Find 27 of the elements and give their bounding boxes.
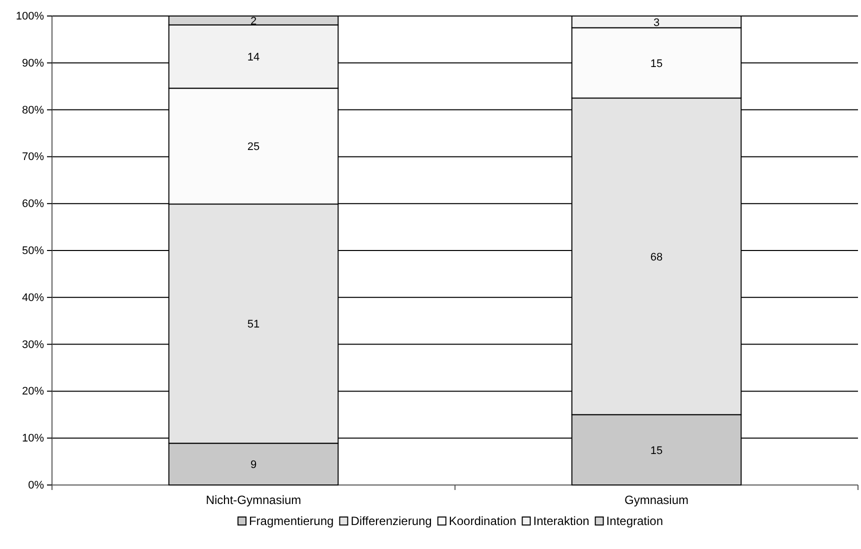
legend-label: Interaktion [533, 514, 590, 528]
legend-label: Koordination [448, 514, 516, 528]
legend-label: Fragmentierung [248, 514, 334, 528]
x-tick-label: Gymnasium [624, 493, 689, 507]
y-tick-label: 60% [22, 198, 44, 210]
legend-label: Integration [606, 514, 664, 528]
y-tick-label: 40% [22, 292, 44, 304]
y-tick-label: 30% [22, 338, 44, 351]
x-tick-label: Nicht-Gymnasium [206, 493, 302, 507]
data-label: 9 [250, 459, 257, 472]
y-tick-label: 50% [22, 245, 44, 258]
data-label: 3 [653, 16, 660, 29]
y-tick-label: 0% [28, 480, 44, 492]
data-label: 51 [247, 318, 260, 331]
data-label: 2 [250, 15, 257, 28]
data-label: 15 [650, 444, 663, 457]
y-tick-label: 70% [22, 151, 44, 164]
legend-label: Differenzierung [350, 514, 432, 528]
y-tick-label: 80% [22, 104, 44, 116]
y-tick-label: 10% [22, 432, 44, 445]
data-label: 14 [247, 52, 260, 64]
data-label: 25 [247, 141, 260, 154]
y-tick-label: 100% [16, 10, 44, 23]
y-tick-label: 20% [22, 386, 44, 398]
data-label: 15 [650, 58, 663, 70]
y-tick-label: 90% [22, 57, 44, 70]
data-label: 68 [650, 251, 663, 264]
